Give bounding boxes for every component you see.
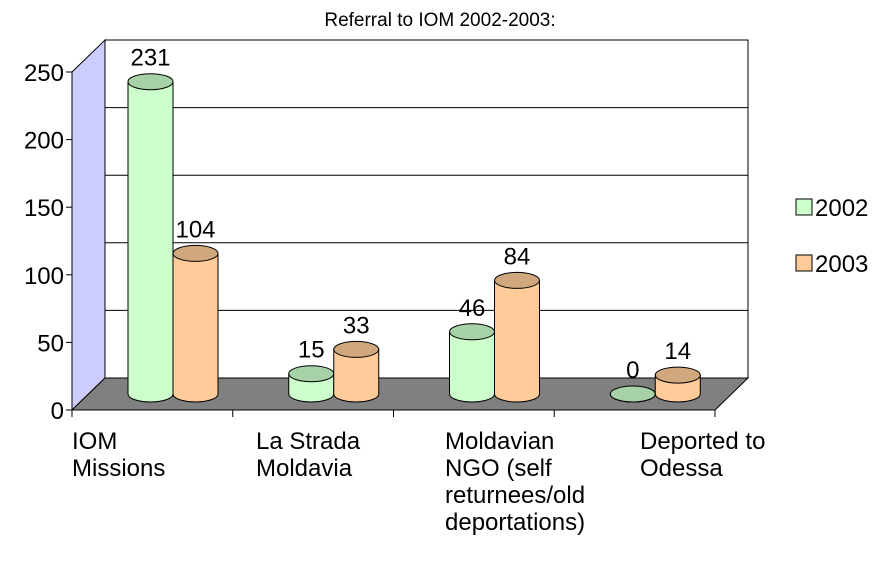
bar (609, 385, 656, 403)
data-label: 84 (504, 243, 531, 270)
bar (288, 365, 335, 403)
legend-swatch (795, 198, 813, 216)
bar-top (127, 73, 174, 91)
bar-body (333, 348, 380, 403)
y-tick-label: 0 (51, 398, 64, 425)
bar-top (609, 385, 656, 403)
bar-body (127, 81, 174, 403)
x-tick-label: Deported to Odessa (640, 428, 766, 482)
bar (127, 73, 174, 403)
y-tick-label: 250 (24, 60, 64, 87)
bar-top (449, 323, 495, 341)
bar-body (172, 252, 219, 403)
data-label: 33 (343, 312, 370, 339)
bar (172, 244, 219, 403)
side-wall (71, 38, 106, 412)
y-tick-label: 100 (24, 263, 64, 290)
y-tick-label: 150 (24, 195, 64, 222)
bar (333, 340, 380, 403)
bar-top (288, 365, 335, 383)
data-label: 231 (130, 45, 170, 72)
legend-swatch (795, 254, 813, 272)
y-tick-label: 50 (37, 330, 64, 357)
bar-top (333, 340, 380, 358)
data-label: 15 (298, 337, 325, 364)
bar-body (449, 331, 495, 403)
bar-top (172, 244, 219, 262)
bar (654, 366, 701, 403)
chart-title: Referral to IOM 2002-2003: (324, 10, 555, 31)
bar-body (494, 279, 540, 403)
data-label: 0 (626, 357, 639, 384)
bar (449, 323, 495, 403)
x-tick-label: La Strada Moldavia (256, 428, 361, 482)
data-label: 104 (175, 216, 215, 243)
x-tick-label: Moldavian NGO (self returnees/old deport… (445, 428, 586, 536)
bar-top (494, 271, 540, 289)
y-tick-label: 200 (24, 128, 64, 155)
legend-label: 2003 (815, 251, 868, 278)
bar (494, 271, 540, 403)
x-tick-label: IOM Missions (72, 428, 166, 482)
data-label: 46 (459, 295, 486, 322)
data-label: 14 (664, 338, 691, 365)
floor (70, 377, 750, 411)
legend-label: 2002 (815, 195, 868, 222)
bar-top (654, 366, 701, 384)
